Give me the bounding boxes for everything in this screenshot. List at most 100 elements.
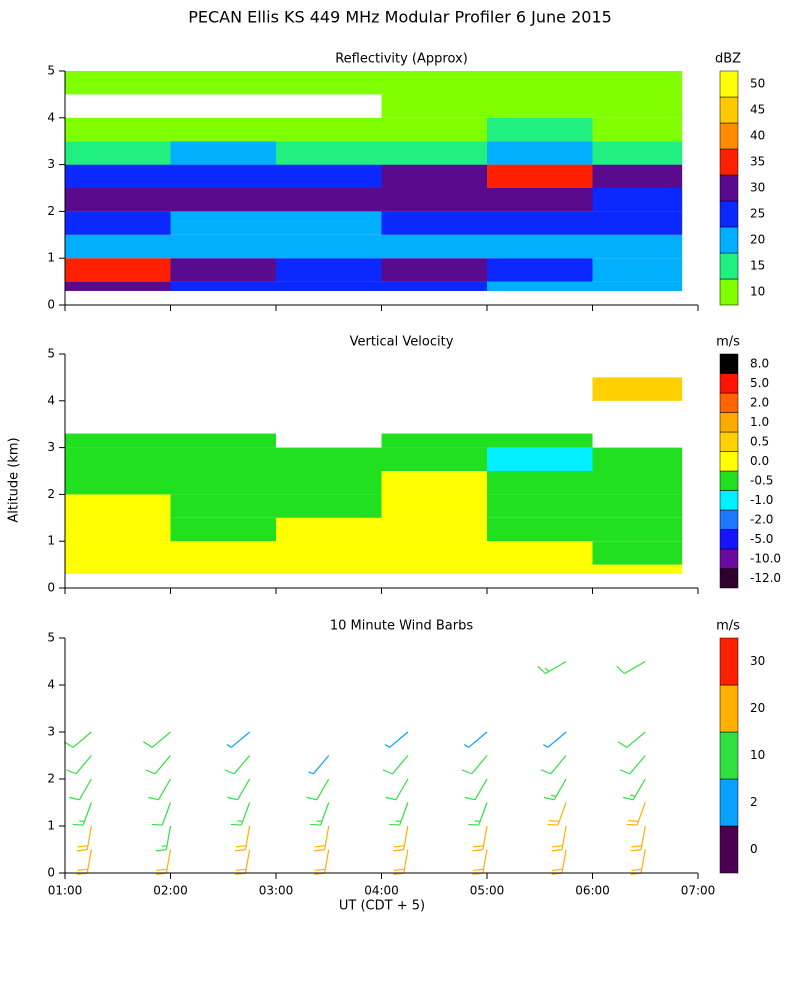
colorbar-box <box>719 122 739 150</box>
wind-barb <box>543 731 567 748</box>
x-tick-label: 03:00 <box>259 884 294 898</box>
colorbar-box <box>719 252 739 280</box>
wind-barb <box>393 825 409 852</box>
y-tick-label: 4 <box>47 678 55 692</box>
heat-cell <box>487 141 593 165</box>
wind-barb <box>551 849 567 875</box>
wind-barb <box>617 731 646 748</box>
heat-cell <box>65 564 171 574</box>
colorbar-tick-label: -1.0 <box>750 493 773 507</box>
heat-cell <box>276 258 382 282</box>
y-axis-label: Altitude (km) <box>7 437 22 522</box>
heat-cell <box>381 433 487 448</box>
y-tick-label: 4 <box>47 110 55 124</box>
wind-barb <box>540 755 567 775</box>
heat-cell <box>276 541 382 565</box>
colorbar-tick-label: 10 <box>750 285 765 299</box>
heat-cell <box>487 234 593 259</box>
heat-cell <box>276 141 382 165</box>
wind-barb <box>226 731 251 748</box>
heat-cell <box>592 471 683 495</box>
colorbar-tick-label: 35 <box>750 155 765 169</box>
heat-cell <box>381 211 487 235</box>
heat-cell <box>170 164 276 188</box>
wind-barb <box>472 825 488 852</box>
heat-cell <box>170 541 276 565</box>
wind-barb <box>630 825 646 852</box>
colorbar-tick-label: 15 <box>750 259 765 273</box>
heat-cell <box>487 117 593 142</box>
heat-cell <box>170 281 276 291</box>
wind-barb <box>543 778 567 801</box>
heat-cell <box>276 211 382 235</box>
wind-barb <box>314 849 330 875</box>
heat-cell <box>381 258 487 282</box>
wind-barb <box>69 778 92 801</box>
colorbar-tick-label: 30 <box>750 654 765 668</box>
heat-cell <box>170 258 276 282</box>
colorbar-box <box>719 278 739 306</box>
y-tick-label: 3 <box>47 157 55 171</box>
colorbar-box <box>719 490 739 511</box>
wind-barb <box>382 755 409 775</box>
heat-cell <box>592 211 683 235</box>
heat-cell <box>276 471 382 495</box>
wind-barb <box>619 755 646 775</box>
colorbar-box <box>719 509 739 530</box>
heat-cell <box>381 281 487 291</box>
heat-cell <box>170 447 276 471</box>
colorbar-label: m/s <box>716 335 740 350</box>
wind-barb <box>148 778 172 801</box>
wind-barb <box>145 755 171 775</box>
colorbar-tick-label: 20 <box>750 701 765 715</box>
colorbar-box <box>719 548 739 569</box>
heat-cell <box>592 377 683 401</box>
wind-barb <box>537 660 567 675</box>
wind-barb <box>622 778 646 801</box>
x-tick-label: 06:00 <box>575 884 610 898</box>
heat-cell <box>65 164 171 188</box>
y-tick-label: 0 <box>47 581 55 595</box>
heat-cell <box>276 494 382 518</box>
x-axis-label: UT (CDT + 5) <box>339 899 425 914</box>
y-tick-label: 5 <box>47 64 55 78</box>
heat-cell <box>592 258 683 282</box>
y-tick-label: 2 <box>47 204 55 218</box>
y-tick-label: 1 <box>47 251 55 265</box>
x-tick-label: 01:00 <box>48 884 83 898</box>
heat-cell <box>65 211 171 235</box>
heat-cell <box>592 94 683 118</box>
colorbar-tick-label: 40 <box>750 129 765 143</box>
wind-barb <box>310 802 330 826</box>
colorbar-box <box>719 70 739 98</box>
heat-cell <box>487 433 593 448</box>
colorbar-box <box>719 373 739 394</box>
heat-cell <box>592 564 683 574</box>
y-tick-label: 4 <box>47 393 55 407</box>
heat-cell <box>170 471 276 495</box>
heat-cell <box>65 188 171 212</box>
wind-barb <box>143 731 171 748</box>
wind-barb <box>385 778 409 801</box>
heat-cell <box>487 564 593 574</box>
heat-cell <box>487 71 593 95</box>
panel-title: Reflectivity (Approx) <box>335 52 468 67</box>
heat-cell <box>65 141 171 165</box>
panel-title: 10 Minute Wind Barbs <box>330 619 473 634</box>
heat-cell <box>276 447 382 471</box>
wind-barb <box>227 778 251 801</box>
heat-cell <box>276 71 382 95</box>
colorbar-box <box>719 392 739 413</box>
colorbar-box <box>719 174 739 202</box>
heat-cell <box>65 258 171 282</box>
heat-cell <box>487 258 593 282</box>
heat-cell <box>487 188 593 212</box>
heat-cell <box>65 281 171 291</box>
y-tick-label: 3 <box>47 725 55 739</box>
wind-barb <box>314 825 330 852</box>
colorbar-tick-label: 30 <box>750 181 765 195</box>
y-tick-label: 5 <box>47 631 55 645</box>
colorbar-tick-label: -2.0 <box>750 512 773 526</box>
heat-cell <box>170 494 276 518</box>
heat-cell <box>487 541 593 565</box>
